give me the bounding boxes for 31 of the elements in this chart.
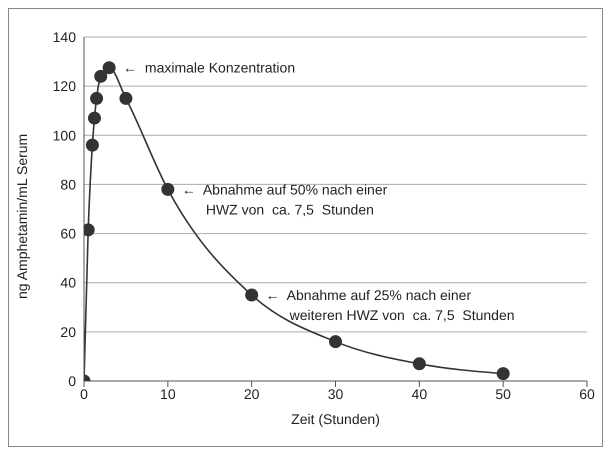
point: [161, 182, 174, 196]
point: [412, 357, 426, 370]
x-tick-label: 50: [495, 386, 512, 402]
y-tick-label: 120: [52, 78, 76, 94]
point: [496, 367, 510, 380]
x-tick-label: 30: [328, 386, 344, 402]
x-axis-title: Zeit (Stunden): [291, 411, 380, 427]
x-tick-label: 10: [160, 386, 176, 402]
annotation: ← Abnahme auf 25% nach einer weiteren HWZ von ca. 7,5 Stunden: [266, 287, 515, 323]
annotation: ← Abnahme auf 50% nach einer HWZ von ca. 7,5 Stunden: [182, 181, 388, 218]
y-tick-label: 20: [60, 324, 76, 340]
point: [102, 61, 116, 74]
y-tick-label: 140: [52, 28, 76, 45]
y-tick-label: 100: [52, 127, 76, 144]
point: [86, 138, 99, 152]
point: [119, 92, 132, 105]
point: [329, 335, 342, 348]
x-tick-label: 0: [80, 386, 88, 402]
point: [245, 288, 258, 302]
x-tick-label: 20: [244, 386, 260, 402]
point: [90, 92, 104, 105]
point: [94, 70, 108, 83]
x-tick-label: 60: [579, 386, 595, 402]
y-tick-label: 60: [60, 226, 76, 242]
y-axis-title: ng Amphetamin/mL Serum: [14, 134, 30, 299]
point: [88, 112, 101, 125]
y-tick-label: 40: [60, 274, 76, 291]
annotation: ← maximale Konzentration: [123, 60, 296, 76]
y-tick-label: 0: [68, 372, 76, 389]
x-tick-label: 40: [412, 386, 428, 402]
y-tick-label: 80: [60, 176, 76, 192]
